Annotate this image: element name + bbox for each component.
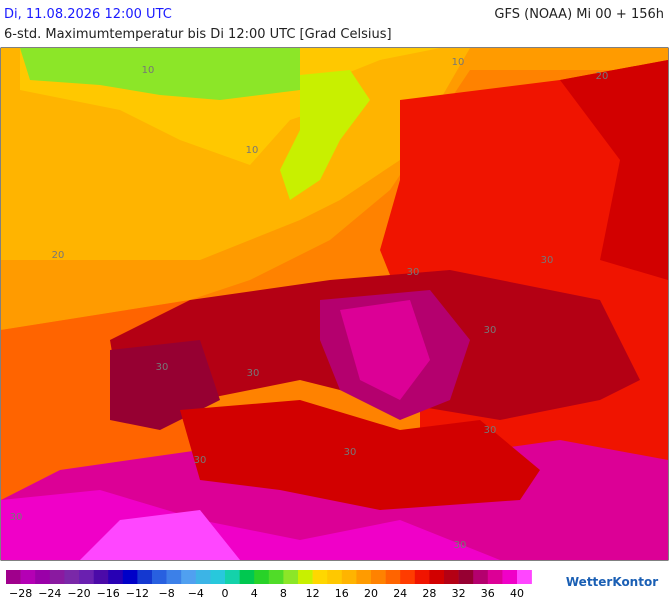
legend-swatch — [502, 570, 518, 584]
logo: WetterKontor — [566, 575, 658, 589]
legend-label: −20 — [67, 587, 90, 600]
legend-swatch — [283, 570, 299, 584]
legend-swatch — [152, 570, 167, 584]
contour-label: 20 — [596, 71, 609, 82]
contour-label: 10 — [246, 145, 259, 156]
contour-label: 30 — [10, 512, 23, 523]
legend-label: −28 — [9, 587, 32, 600]
legend-swatch — [327, 570, 343, 584]
contour-label: 30 — [541, 255, 554, 266]
legend-swatch — [210, 570, 226, 584]
legend-swatch — [195, 570, 211, 584]
legend-label: −4 — [188, 587, 204, 600]
color-legend: −28 −24 −20 −16 −12 −8 −4 0 4 8 12 16 20 24 28 32 36 40 — [6, 570, 532, 600]
legend-swatch — [79, 570, 94, 584]
legend-swatch — [385, 570, 401, 584]
legend-swatch — [487, 570, 503, 584]
legend-swatch — [108, 570, 124, 584]
contour-label: 20 — [52, 250, 65, 261]
legend-label: 24 — [393, 587, 407, 600]
legend-swatch — [371, 570, 386, 584]
contour-label: 30 — [484, 425, 497, 436]
legend-label: 40 — [510, 587, 524, 600]
legend-label: −8 — [158, 587, 174, 600]
subtitle: 6-std. Maximumtemperatur bis Di 12:00 UT… — [4, 27, 392, 42]
legend-label: −16 — [97, 587, 120, 600]
legend-label: 8 — [280, 587, 287, 600]
legend-label: 0 — [222, 587, 229, 600]
legend-label: 36 — [481, 587, 495, 600]
legend-swatch — [225, 570, 240, 584]
contour-label: 30 — [247, 368, 260, 379]
legend-label: 28 — [422, 587, 436, 600]
legend-swatch — [298, 570, 313, 584]
legend-swatch — [268, 570, 284, 584]
legend-swatch — [414, 570, 430, 584]
legend-swatch — [517, 570, 532, 584]
legend-swatch — [20, 570, 36, 584]
contour-label: 30 — [407, 267, 420, 278]
legend-swatch — [64, 570, 80, 584]
legend-label: 32 — [452, 587, 466, 600]
legend-swatch — [6, 570, 21, 584]
contour-label: 10 — [452, 57, 465, 68]
legend-swatch — [341, 570, 357, 584]
legend-swatch — [35, 570, 51, 584]
legend-swatch — [312, 570, 328, 584]
legend-label: 12 — [306, 587, 320, 600]
legend-swatch — [444, 570, 459, 584]
contour-label: 30 — [194, 455, 207, 466]
legend-swatch — [93, 570, 109, 584]
model-info: GFS (NOAA) Mi 00 + 156h — [494, 7, 664, 22]
legend-swatch — [429, 570, 445, 584]
legend-swatch — [166, 570, 182, 584]
legend-swatch — [400, 570, 416, 584]
contour-label: 30 — [156, 362, 169, 373]
legend-swatch — [254, 570, 270, 584]
contour-label: 30 — [484, 325, 497, 336]
legend-label: −12 — [126, 587, 149, 600]
legend-label: 16 — [335, 587, 349, 600]
contour-label: 30 — [454, 540, 467, 551]
date: Di, 11.08.2026 12:00 UTC — [4, 7, 172, 22]
legend-swatch — [458, 570, 474, 584]
legend-label: −24 — [38, 587, 61, 600]
legend-label: 4 — [251, 587, 258, 600]
legend-swatch — [49, 570, 65, 584]
legend-swatch — [239, 570, 255, 584]
legend-swatch — [137, 570, 153, 584]
legend-label: 20 — [364, 587, 378, 600]
legend-swatch — [181, 570, 197, 584]
legend-swatch — [473, 570, 489, 584]
legend-swatch — [356, 570, 372, 584]
contour-label: 10 — [142, 65, 155, 76]
map: 10 10 10 20 20 30 30 30 30 30 30 30 30 30 30 — [0, 47, 669, 561]
legend-swatch — [122, 570, 138, 584]
contour-label: 30 — [344, 447, 357, 458]
